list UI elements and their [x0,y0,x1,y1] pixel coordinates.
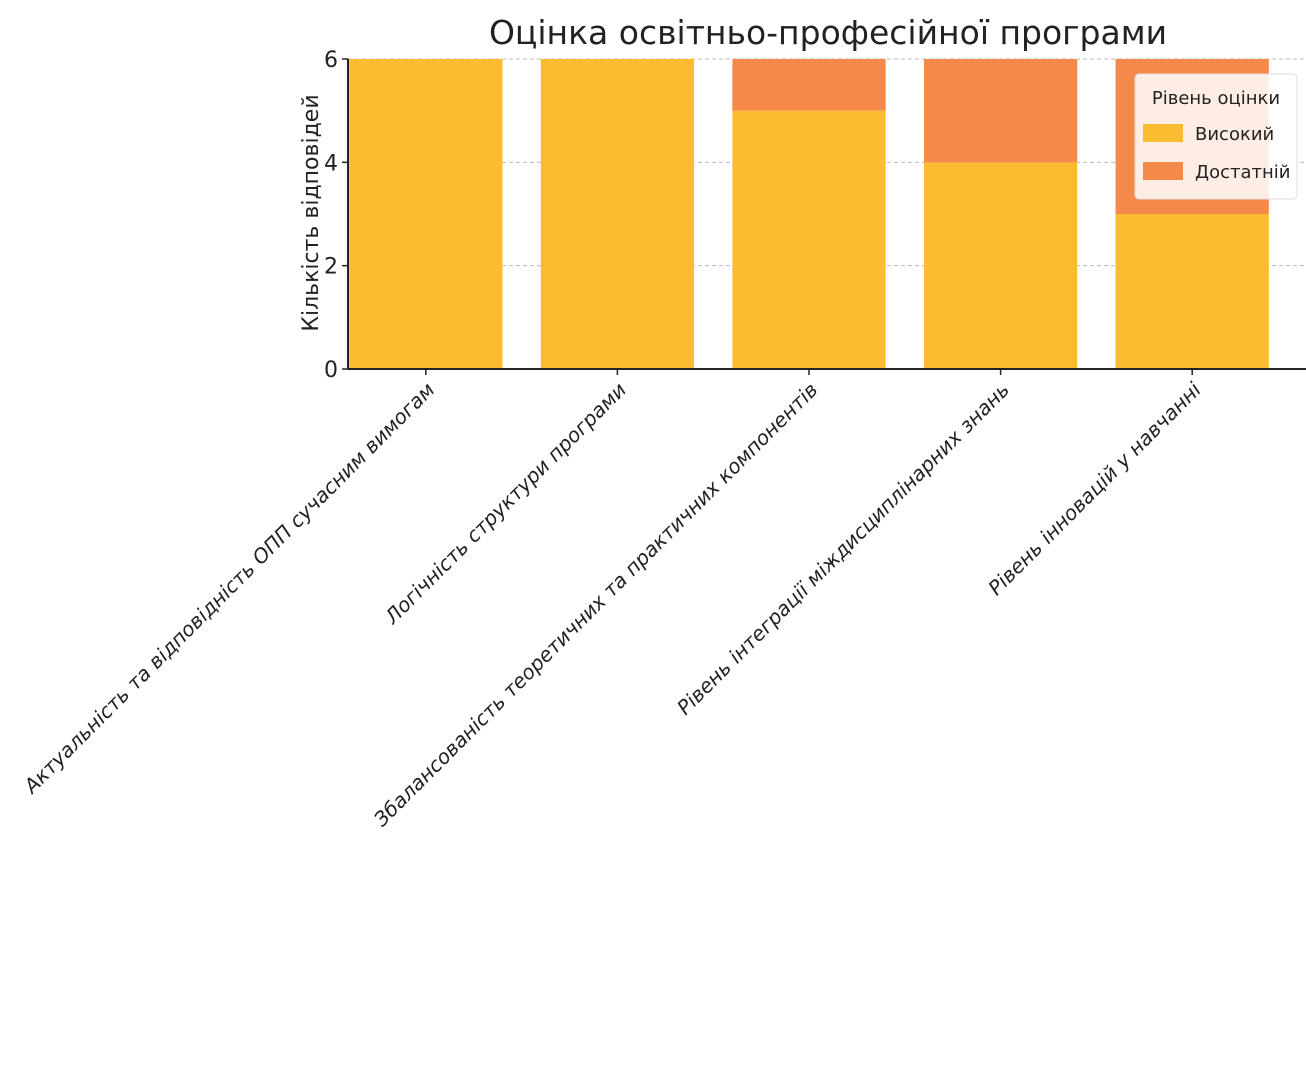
bar-sufficient [923,59,1078,163]
y-tick-label: 4 [324,151,338,176]
legend-item-label: Достатній [1195,162,1290,183]
y-tick-label: 0 [324,358,338,383]
bars [349,59,1269,370]
bar-high [732,110,886,370]
legend-swatch [1143,162,1183,180]
x-tick-label: Актуальність та відповідність ОПП сучасн… [18,378,440,800]
axes [342,58,1306,375]
legend: Рівень оцінки Високий Достатній [1134,73,1298,200]
legend-item-label: Високий [1195,124,1274,145]
bar-high [349,59,503,369]
x-tick-labels: Актуальність та відповідність ОПП сучасн… [18,377,1206,831]
x-tick-label: Рівень інновацій у навчанні [983,377,1206,600]
x-tick-label: Рівень інтеграції міждисциплінарних знан… [672,378,1014,720]
y-tick-labels: 0 2 4 6 [324,48,338,383]
y-tick-label: 6 [324,48,338,73]
legend-swatch [1143,124,1183,142]
bar-sufficient [732,59,886,111]
y-tick-label: 2 [324,255,338,280]
y-axis-label: Кількість відповідей [299,94,324,331]
bar-high [1115,214,1269,369]
bar-high [923,162,1078,369]
x-tick-label: Збалансованість теоретичних та практични… [369,378,823,832]
bar-high [540,59,695,369]
chart-title: Оцінка освітньо-професійної програми [489,13,1167,52]
legend-title: Рівень оцінки [1152,88,1280,109]
